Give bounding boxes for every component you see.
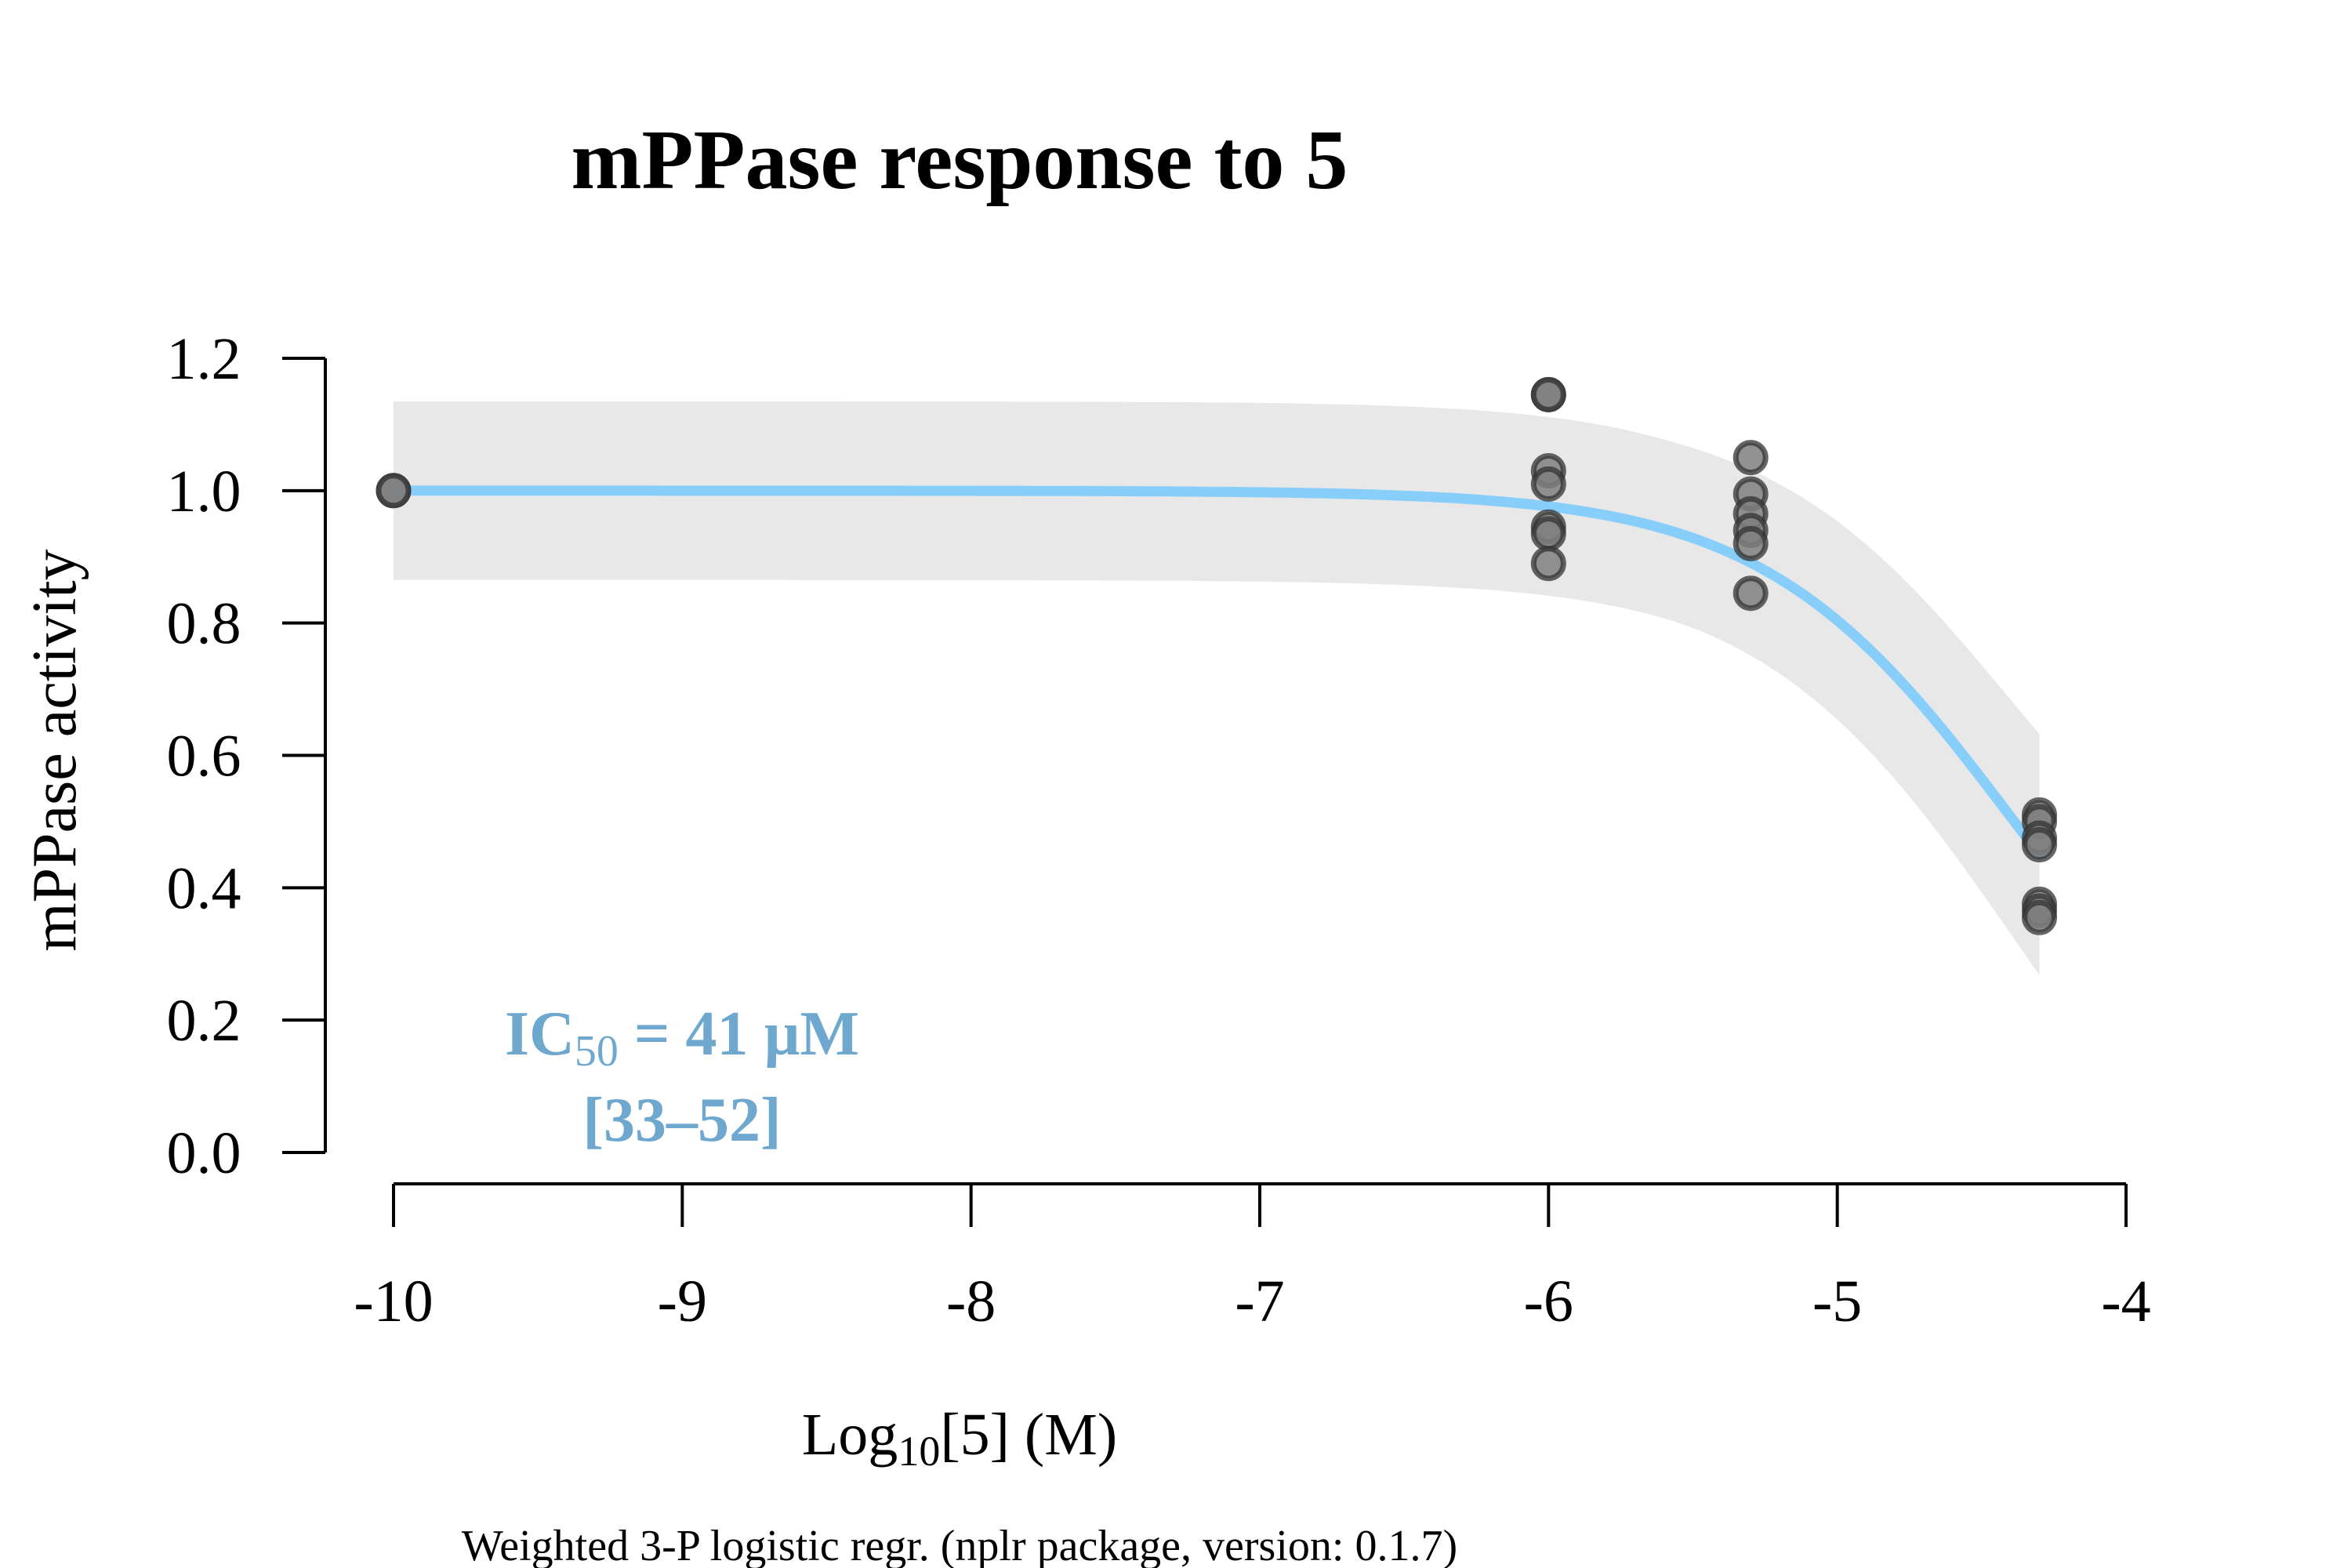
ic50-annotation: IC50 = 41 µM [505, 1000, 859, 1076]
data-point [1530, 516, 1566, 552]
y-tick-label: 0.8 [167, 591, 241, 657]
y-tick-label: 1.0 [167, 459, 241, 524]
x-axis-label-suffix: [5] (M) [940, 1402, 1117, 1468]
y-tick-label: 0.2 [167, 988, 241, 1054]
data-points [376, 376, 2057, 935]
confidence-band-area [394, 401, 2040, 975]
x-tick-label: -4 [2101, 1269, 2150, 1334]
x-axis-label-prefix: Log [802, 1402, 898, 1468]
ic50-prefix: IC [505, 1000, 575, 1069]
data-point [1733, 525, 1769, 561]
x-tick-label: -5 [1812, 1269, 1862, 1334]
data-point [1733, 575, 1769, 612]
x-axis: -10 -9 -8 -7 -6 -5 -4 [354, 1182, 2151, 1334]
confidence-band [394, 401, 2040, 975]
y-tick-label: 0.4 [167, 855, 241, 921]
data-point [1530, 546, 1566, 582]
y-tick-label: 0.0 [167, 1120, 241, 1186]
ic50-confidence-interval: [33–52] [582, 1086, 781, 1155]
x-tick-label: -7 [1235, 1269, 1284, 1334]
x-tick-label: -9 [658, 1269, 707, 1334]
data-point [376, 473, 412, 509]
ic50-subscript: 50 [575, 1027, 619, 1076]
data-point [1530, 466, 1566, 502]
x-tick-label: -6 [1524, 1269, 1573, 1334]
x-tick-label: -10 [354, 1269, 433, 1334]
ic50-value: = 41 µM [619, 1000, 859, 1069]
data-point [1733, 440, 1769, 476]
y-axis-label: mPPase activity [20, 549, 89, 951]
y-axis: 0.0 0.2 0.4 0.6 0.8 1.0 1.2 [167, 326, 327, 1186]
data-point [2022, 827, 2057, 862]
data-point [2022, 899, 2057, 935]
x-axis-label-subscript: 10 [898, 1428, 940, 1475]
x-tick-label: -8 [946, 1269, 996, 1334]
data-point [1530, 376, 1566, 412]
chart-title: mPPase response to 5 [571, 114, 1348, 207]
fit-curve-group [388, 485, 2045, 860]
y-tick-label: 1.2 [167, 326, 241, 392]
fit-curve [388, 485, 2045, 860]
chart-subtitle: Weighted 3-P logistic regr. (nplr packag… [462, 1522, 1457, 1568]
x-axis-label: Log10[5] (M) [802, 1402, 1117, 1475]
y-tick-label: 0.6 [167, 724, 241, 789]
